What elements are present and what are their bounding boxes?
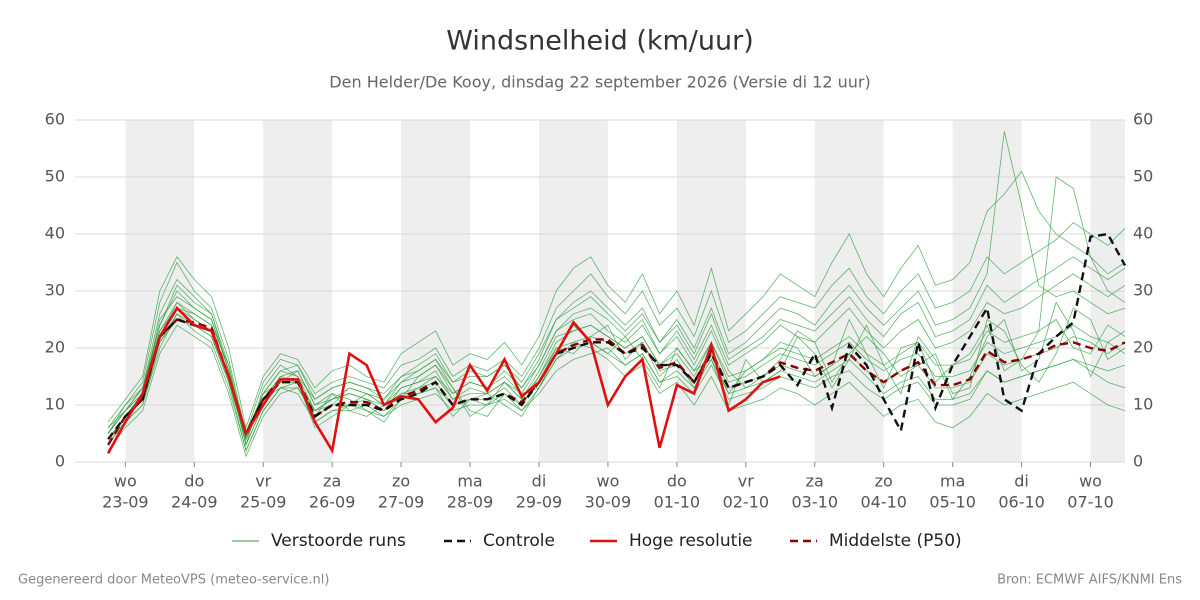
member-line xyxy=(107,273,1126,441)
x-tick-label: 07-10 xyxy=(1067,493,1114,512)
x-tick-label: 25-09 xyxy=(240,493,287,512)
y-tick-label-right: 20 xyxy=(1133,338,1153,357)
legend-label: Verstoorde runs xyxy=(271,531,406,551)
y-tick-label: 20 xyxy=(45,338,65,357)
x-tick-label: 30-09 xyxy=(585,493,632,512)
x-tick-day: wo xyxy=(596,472,619,491)
y-tick-label-right: 60 xyxy=(1133,110,1153,129)
x-tick-day: ma xyxy=(457,472,482,491)
x-tick-label: 24-09 xyxy=(171,493,218,512)
y-tick-label-right: 30 xyxy=(1133,281,1153,300)
x-tick-label: 23-09 xyxy=(102,493,149,512)
member-line xyxy=(107,256,1126,447)
y-tick-label-right: 50 xyxy=(1133,167,1153,186)
chart-title: Windsnelheid (km/uur) xyxy=(446,26,754,57)
x-tick-day: zo xyxy=(875,472,893,491)
y-tick-label: 40 xyxy=(45,224,65,243)
x-tick-label: 04-10 xyxy=(860,493,907,512)
legend-label: Middelste (P50) xyxy=(829,531,962,551)
x-tick-day: wo xyxy=(114,472,137,491)
x-tick-day: ma xyxy=(940,472,965,491)
y-tick-label: 10 xyxy=(45,395,65,414)
x-tick-label: 26-09 xyxy=(309,493,356,512)
x-tick-label: 01-10 xyxy=(654,493,701,512)
x-tick-day: di xyxy=(1014,472,1029,491)
x-tick-label: 28-09 xyxy=(447,493,494,512)
y-tick-label: 0 xyxy=(55,452,65,471)
member-line xyxy=(107,319,1126,441)
chart-subtitle: Den Helder/De Kooy, dinsdag 22 september… xyxy=(329,73,870,92)
x-tick-day: za xyxy=(806,472,824,491)
legend-label: Hoge resolutie xyxy=(629,531,753,551)
footer-left: Gegenereerd door MeteoVPS (meteo-service… xyxy=(18,573,329,588)
y-tick-label: 60 xyxy=(45,110,65,129)
x-tick-day: zo xyxy=(392,472,410,491)
x-tick-label: 03-10 xyxy=(792,493,839,512)
x-tick-label: 06-10 xyxy=(998,493,1045,512)
x-tick-day: do xyxy=(184,472,204,491)
footer-right: Bron: ECMWF AIFS/KNMI Ens xyxy=(997,573,1182,588)
series-line xyxy=(106,306,781,455)
legend-label: Controle xyxy=(483,531,555,551)
x-tick-label: 29-09 xyxy=(516,493,563,512)
member-line xyxy=(107,324,1126,458)
y-tick-label-right: 0 xyxy=(1133,452,1143,471)
x-tick-label: 02-10 xyxy=(723,493,770,512)
x-tick-label: 27-09 xyxy=(378,493,425,512)
member-line xyxy=(107,170,1126,430)
member-line xyxy=(107,131,1126,435)
y-tick-label: 30 xyxy=(45,281,65,300)
member-line xyxy=(107,222,1126,435)
x-tick-day: wo xyxy=(1079,472,1102,491)
x-tick-day: vr xyxy=(255,472,271,491)
x-tick-day: do xyxy=(667,472,687,491)
member-line xyxy=(107,313,1126,452)
x-tick-day: za xyxy=(323,472,341,491)
y-tick-label-right: 40 xyxy=(1133,224,1153,243)
x-tick-label: 05-10 xyxy=(929,493,976,512)
y-tick-label: 50 xyxy=(45,167,65,186)
x-tick-day: di xyxy=(532,472,547,491)
y-tick-label-right: 10 xyxy=(1133,395,1153,414)
x-tick-day: vr xyxy=(738,472,754,491)
